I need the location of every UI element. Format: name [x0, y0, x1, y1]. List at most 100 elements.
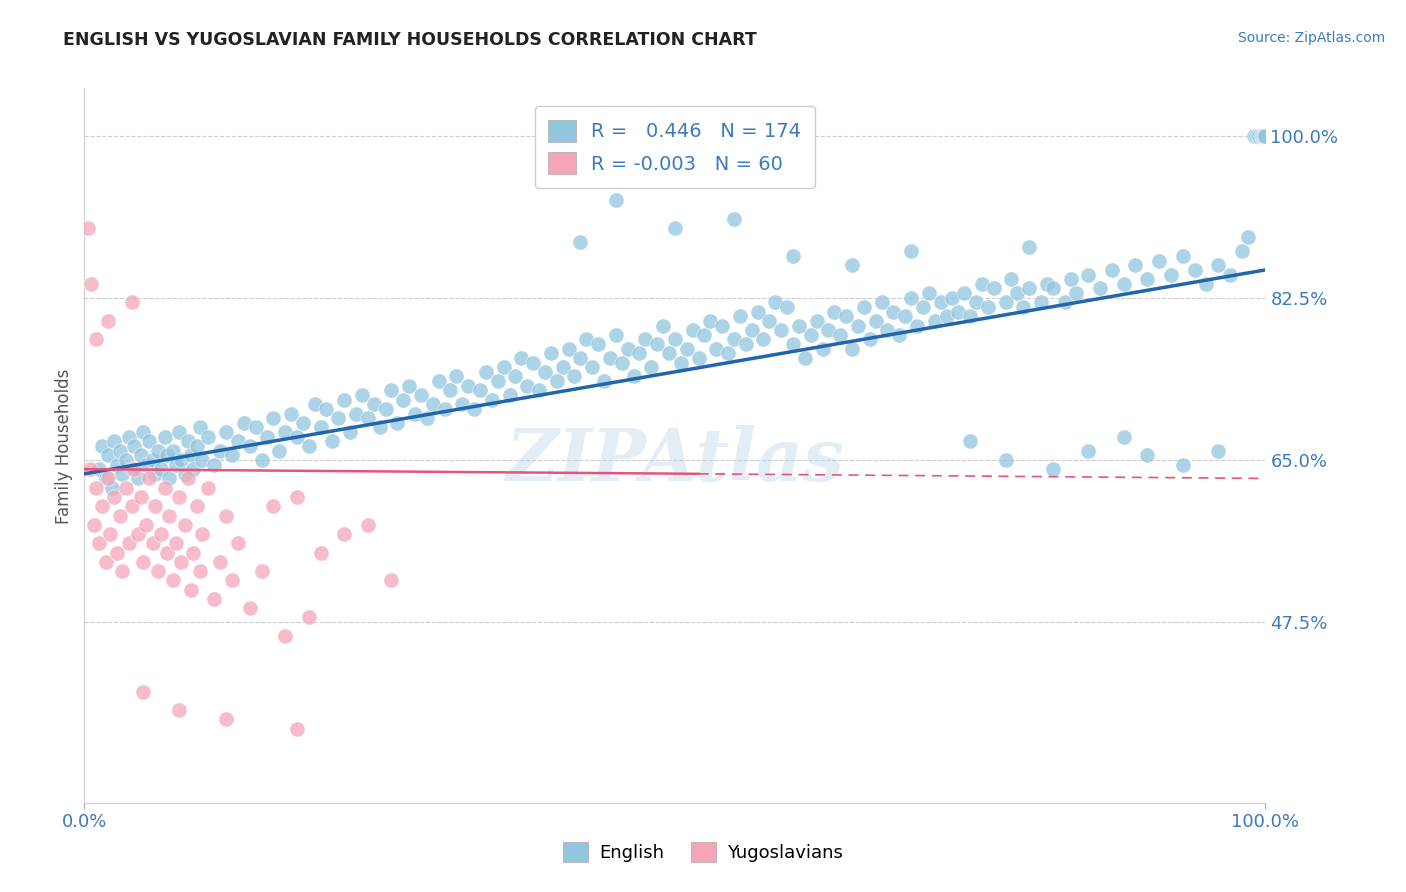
Point	[197, 481, 219, 495]
Point	[153, 430, 176, 444]
Point	[1077, 268, 1099, 282]
Point	[333, 392, 356, 407]
Point	[170, 555, 193, 569]
Point	[546, 374, 568, 388]
Point	[188, 564, 211, 578]
Point	[728, 310, 751, 324]
Point	[321, 434, 343, 449]
Point	[186, 439, 208, 453]
Point	[129, 448, 152, 462]
Point	[994, 453, 1017, 467]
Point	[599, 351, 621, 365]
Point	[1253, 128, 1275, 143]
Point	[111, 467, 134, 481]
Point	[889, 327, 911, 342]
Point	[1036, 277, 1059, 291]
Point	[103, 434, 125, 449]
Point	[262, 411, 284, 425]
Point	[188, 420, 211, 434]
Point	[699, 314, 721, 328]
Point	[339, 425, 361, 439]
Point	[150, 462, 173, 476]
Y-axis label: Family Households: Family Households	[55, 368, 73, 524]
Point	[226, 434, 249, 449]
Point	[162, 574, 184, 588]
Point	[177, 434, 200, 449]
Point	[1254, 128, 1277, 143]
Point	[1244, 128, 1267, 143]
Point	[640, 360, 662, 375]
Point	[841, 342, 863, 356]
Point	[941, 291, 963, 305]
Point	[181, 545, 204, 559]
Point	[114, 453, 136, 467]
Point	[664, 333, 686, 347]
Point	[605, 194, 627, 208]
Point	[121, 500, 143, 514]
Point	[135, 458, 157, 472]
Point	[446, 369, 468, 384]
Point	[468, 384, 491, 398]
Point	[181, 462, 204, 476]
Point	[1112, 277, 1135, 291]
Point	[97, 448, 120, 462]
Point	[100, 481, 122, 495]
Point	[1088, 281, 1111, 295]
Point	[138, 471, 160, 485]
Point	[239, 601, 262, 615]
Point	[876, 323, 898, 337]
Point	[457, 378, 479, 392]
Text: Source: ZipAtlas.com: Source: ZipAtlas.com	[1237, 31, 1385, 45]
Point	[704, 342, 727, 356]
Text: ENGLISH VS YUGOSLAVIAN FAMILY HOUSEHOLDS CORRELATION CHART: ENGLISH VS YUGOSLAVIAN FAMILY HOUSEHOLDS…	[63, 31, 756, 49]
Point	[215, 712, 238, 726]
Point	[291, 416, 314, 430]
Point	[492, 360, 515, 375]
Point	[948, 304, 970, 318]
Point	[309, 420, 332, 434]
Point	[776, 300, 799, 314]
Point	[793, 351, 815, 365]
Point	[107, 545, 129, 559]
Point	[156, 545, 179, 559]
Point	[752, 333, 775, 347]
Point	[209, 443, 232, 458]
Point	[593, 374, 616, 388]
Point	[357, 411, 380, 425]
Point	[409, 388, 432, 402]
Point	[581, 360, 603, 375]
Point	[451, 397, 474, 411]
Point	[1018, 281, 1040, 295]
Point	[142, 453, 165, 467]
Point	[835, 310, 858, 324]
Point	[157, 471, 180, 485]
Point	[87, 536, 110, 550]
Point	[91, 500, 114, 514]
Point	[723, 333, 745, 347]
Point	[167, 703, 190, 717]
Point	[645, 337, 668, 351]
Point	[658, 346, 681, 360]
Point	[675, 342, 697, 356]
Point	[138, 434, 160, 449]
Point	[481, 392, 503, 407]
Point	[551, 360, 574, 375]
Point	[1007, 286, 1029, 301]
Point	[122, 462, 145, 476]
Point	[127, 527, 149, 541]
Point	[1042, 281, 1064, 295]
Point	[882, 304, 904, 318]
Point	[929, 295, 952, 310]
Point	[84, 481, 107, 495]
Point	[498, 388, 520, 402]
Point	[122, 439, 145, 453]
Point	[959, 434, 981, 449]
Point	[817, 323, 839, 337]
Point	[669, 355, 692, 369]
Point	[994, 295, 1017, 310]
Point	[439, 384, 461, 398]
Point	[870, 295, 893, 310]
Point	[177, 471, 200, 485]
Point	[1251, 128, 1274, 143]
Point	[202, 458, 225, 472]
